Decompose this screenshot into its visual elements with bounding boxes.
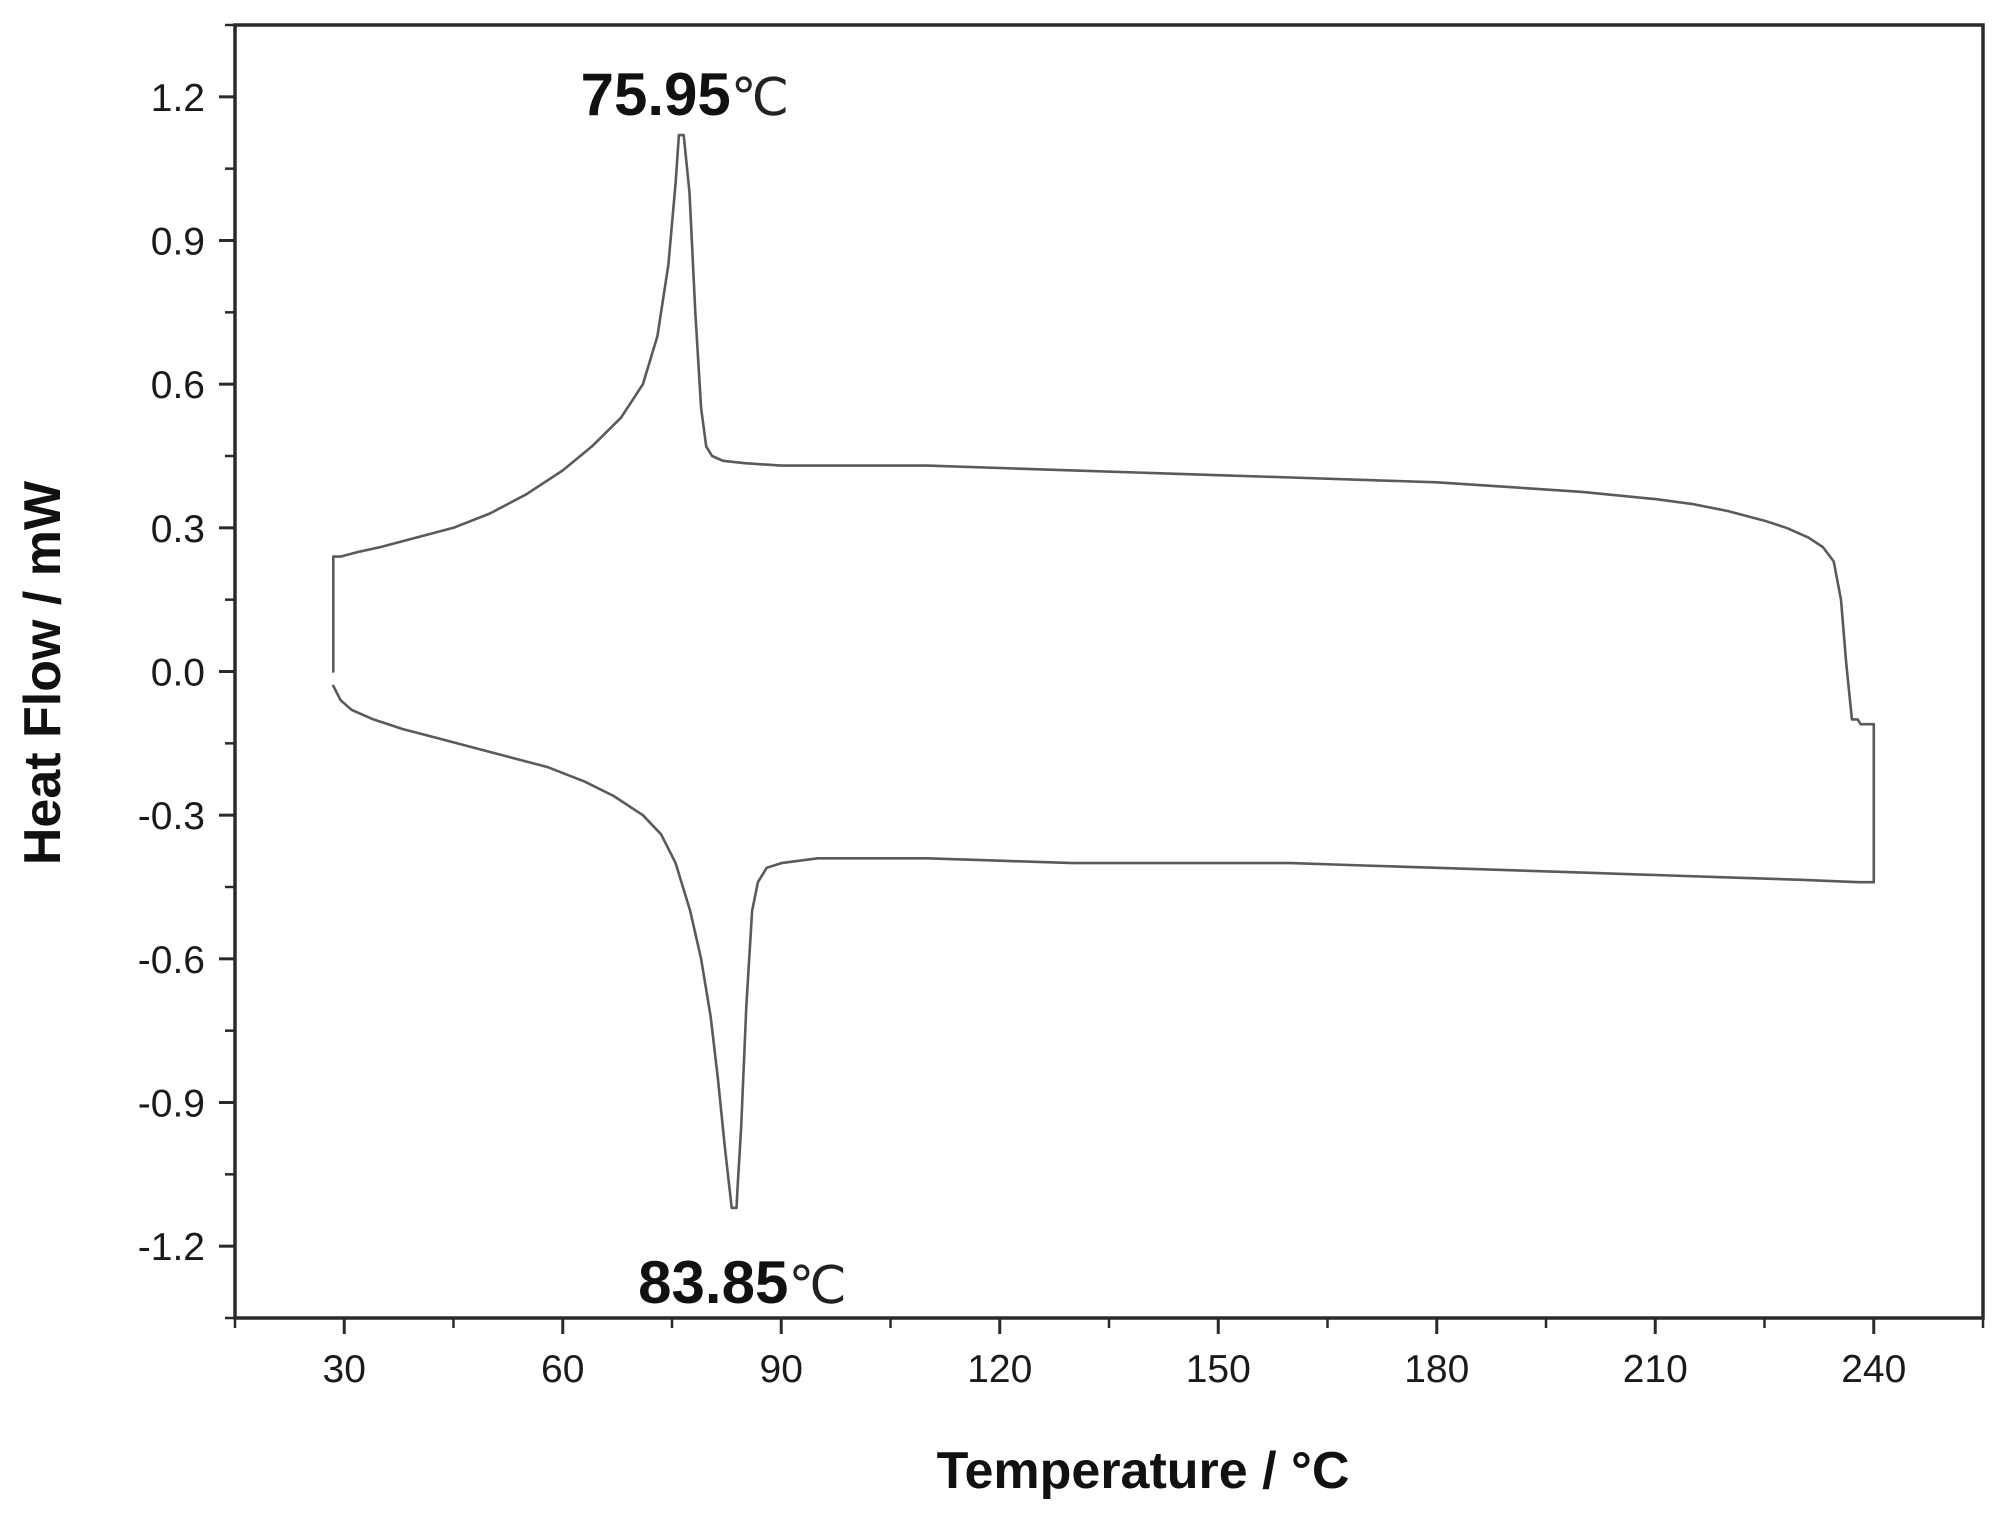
y-tick-label: -1.2 — [138, 1226, 205, 1269]
y-tick-label: -0.3 — [138, 795, 205, 838]
endo-peak-label: 83.85℃ — [638, 1249, 847, 1316]
plot-frame — [233, 23, 1985, 1320]
y-tick-label: 0.9 — [151, 221, 205, 264]
x-axis-title: Temperature / °C — [937, 1442, 1350, 1500]
x-tick-label: 210 — [1623, 1348, 1688, 1391]
y-tick-label: -0.6 — [138, 939, 205, 982]
x-tick-label: 30 — [323, 1348, 366, 1391]
x-tick-label: 150 — [1186, 1348, 1251, 1391]
x-tick-label: 120 — [967, 1348, 1032, 1391]
x-tick-label: 90 — [760, 1348, 803, 1391]
y-tick-label: 0.0 — [151, 652, 205, 695]
y-tick-label: 0.6 — [151, 364, 205, 407]
y-tick-label: 1.2 — [151, 77, 205, 120]
y-axis-title: Heat Flow / mW — [14, 480, 72, 865]
y-tick-label: 0.3 — [151, 508, 205, 551]
peak-value: 83.85 — [638, 1249, 788, 1316]
peak-value: 75.95 — [581, 61, 731, 128]
dsc-curve — [332, 133, 1876, 1210]
x-tick-label: 180 — [1404, 1348, 1469, 1391]
x-tick-label: 60 — [541, 1348, 584, 1391]
peak-unit: ℃ — [731, 68, 789, 128]
exo-peak-label: 75.95℃ — [581, 61, 790, 128]
y-tick-label: -0.9 — [138, 1083, 205, 1126]
x-tick-label: 240 — [1841, 1348, 1906, 1391]
peak-unit: ℃ — [788, 1256, 846, 1316]
